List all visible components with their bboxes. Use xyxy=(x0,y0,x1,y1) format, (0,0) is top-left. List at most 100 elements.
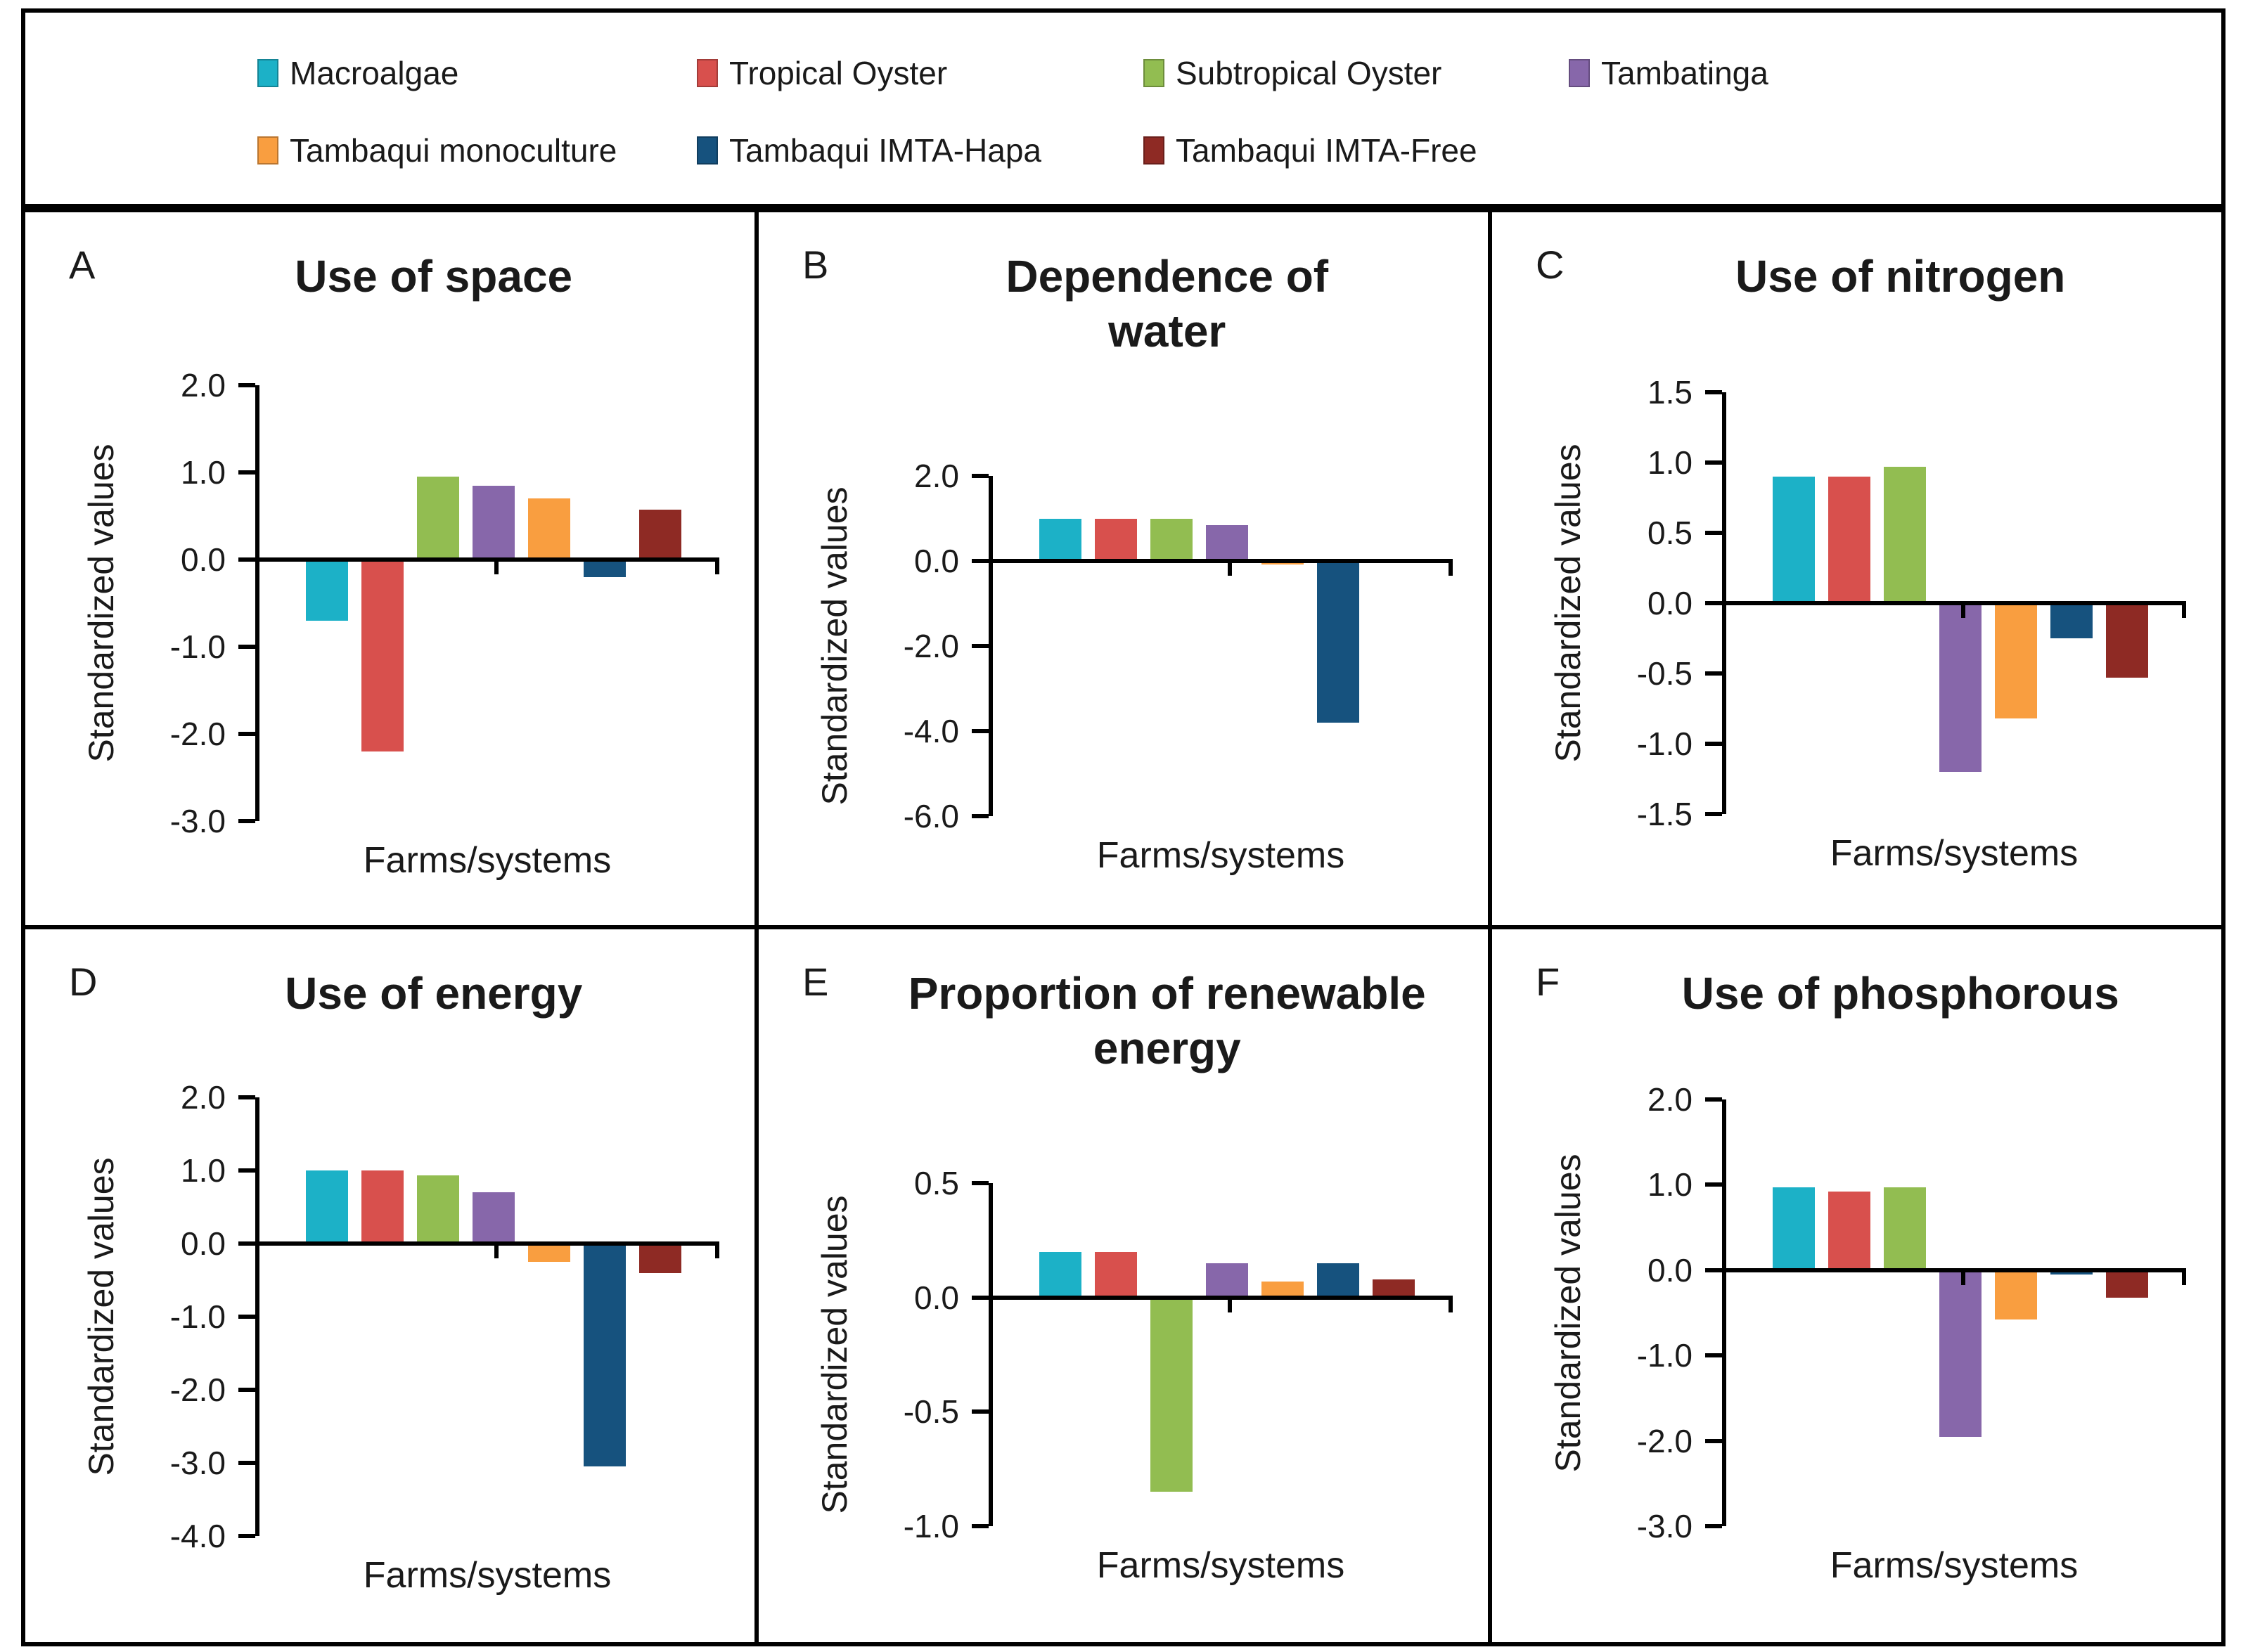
panel-letter: C xyxy=(1536,243,1565,287)
y-tick-label: -6.0 xyxy=(903,798,959,834)
panel-letter: D xyxy=(69,960,98,1004)
y-tick xyxy=(1705,671,1722,676)
bar-tambaqui-imta-hapa xyxy=(2050,603,2093,638)
bar-tropical-oyster xyxy=(361,1170,404,1244)
y-tick xyxy=(972,559,989,563)
bar-tambatinga xyxy=(473,1192,515,1244)
legend: Macroalgae Tropical Oyster Subtropical Oys… xyxy=(21,8,2225,208)
y-tick-label: -0.5 xyxy=(903,1393,959,1431)
y-tick-label: -3.0 xyxy=(169,1445,226,1481)
x-tick xyxy=(1228,559,1232,576)
y-tick xyxy=(1705,1267,1722,1272)
bar-tambatinga xyxy=(1939,603,1982,772)
y-tick-label: -3.0 xyxy=(169,803,226,839)
legend-label: Tambaqui IMTA-Hapa xyxy=(729,132,1041,169)
y-tick xyxy=(1705,1353,1722,1358)
legend-label: Macroalgae xyxy=(290,55,459,91)
bar-tambaqui-imta-hapa xyxy=(584,1244,626,1467)
x-axis-line xyxy=(993,559,1453,563)
panel-use-of-energy: D Use of energy Standardized values 2.0 1… xyxy=(25,929,754,1642)
legend-item-tambatinga: Tambatinga xyxy=(1569,53,1768,93)
y-tick xyxy=(1705,1182,1722,1187)
y-tick xyxy=(972,474,989,478)
legend-item-tambaqui-imta-free: Tambaqui IMTA-Free xyxy=(1143,131,1477,170)
y-tick xyxy=(238,1241,255,1246)
panel-title: Use of energy xyxy=(285,968,583,1019)
y-axis-label: Standardized values xyxy=(815,1195,854,1514)
bar-tambaqui-imta-hapa xyxy=(2050,1270,2093,1275)
y-tick-label: -1.0 xyxy=(169,1298,226,1335)
x-axis-label: Farms/systems xyxy=(363,840,612,881)
bar-tambatinga xyxy=(1939,1270,1982,1437)
bar-macroalgae xyxy=(1773,1187,1815,1270)
y-tick xyxy=(238,1534,255,1538)
y-tick-label: 1.5 xyxy=(1648,374,1693,411)
y-tick-label: -1.0 xyxy=(903,1508,959,1544)
bar-subtropical-oyster xyxy=(1884,1187,1926,1270)
x-axis-line xyxy=(1726,601,2186,605)
bar-tropical-oyster xyxy=(1095,1251,1137,1298)
y-tick-label: -1.5 xyxy=(1636,796,1693,832)
y-tick xyxy=(1705,531,1722,535)
x-tick xyxy=(1961,601,1965,618)
bar-macroalgae xyxy=(1039,518,1081,561)
y-tick-label: 0.5 xyxy=(1648,515,1693,551)
y-tick-label: 0.5 xyxy=(914,1165,959,1201)
panel-use-of-nitrogen: C Use of nitrogen Standardized values 1.… xyxy=(1492,212,2221,925)
y-tick-label: -2.0 xyxy=(903,628,959,664)
figure: Macroalgae Tropical Oyster Subtropical Oys… xyxy=(21,8,2225,1646)
bar-subtropical-oyster xyxy=(1150,518,1193,561)
plot-area: 2.0 1.0 0.0 -1.0 -2.0 -3.0 xyxy=(170,367,719,839)
y-tick xyxy=(972,729,989,733)
panel-letter: A xyxy=(69,243,96,287)
panel-proportion-renewable-energy: E Proportion of renewable energy Standar… xyxy=(759,929,1488,1642)
bar-tambaqui-monoculture xyxy=(528,1244,570,1262)
y-tick-label: -4.0 xyxy=(903,713,959,749)
bar-tambaqui-imta-free xyxy=(2106,1270,2148,1298)
x-axis-line xyxy=(993,1295,1453,1300)
y-tick xyxy=(972,644,989,648)
bar-tambaqui-imta-free xyxy=(1373,1279,1415,1298)
y-tick-label: 0.0 xyxy=(1648,585,1693,621)
bar-subtropical-oyster xyxy=(417,1175,459,1244)
y-tick-label: 0.0 xyxy=(914,1279,959,1316)
tambaqui-imta-free-swatch-icon xyxy=(1143,136,1164,164)
bar-tambaqui-imta-free xyxy=(639,510,681,560)
y-tick xyxy=(1705,742,1722,746)
legend-item-tambaqui-monoculture: Tambaqui monoculture xyxy=(257,131,617,170)
bar-tambaqui-monoculture xyxy=(1995,603,2037,718)
x-axis-line xyxy=(1726,1267,2186,1272)
y-axis-label: Standardized values xyxy=(82,444,121,763)
bar-tropical-oyster xyxy=(1095,518,1137,561)
legend-label: Tropical Oyster xyxy=(729,55,948,91)
y-tick xyxy=(238,383,255,387)
bar-subtropical-oyster xyxy=(1150,1297,1193,1492)
bar-tambatinga xyxy=(1206,524,1248,561)
tambaqui-monoculture-swatch-icon xyxy=(257,136,278,164)
panel-letter: F xyxy=(1536,960,1560,1004)
y-tick-label: -2.0 xyxy=(169,716,226,752)
x-axis-label: Farms/systems xyxy=(1830,1545,2079,1586)
tambaqui-imta-hapa-swatch-icon xyxy=(697,136,718,164)
legend-label: Tambatinga xyxy=(1601,55,1768,91)
legend-label: Tambaqui monoculture xyxy=(290,132,617,169)
legend-item-tropical-oyster: Tropical Oyster xyxy=(697,53,947,93)
y-tick xyxy=(972,1409,989,1414)
panel-title: Use of space xyxy=(295,251,573,302)
plot-area: 0.5 0.0 -0.5 -1.0 xyxy=(904,1165,1453,1544)
panel-title: Proportion of renewable energy xyxy=(908,968,1426,1074)
y-tick xyxy=(1705,460,1722,465)
panel-dependence-of-water: B Dependence of water Standardized value… xyxy=(759,212,1488,925)
y-tick-label: 2.0 xyxy=(181,367,226,404)
y-tick-label: -0.5 xyxy=(1636,655,1693,692)
legend-item-tambaqui-imta-hapa: Tambaqui IMTA-Hapa xyxy=(697,131,1041,170)
y-tick xyxy=(972,1295,989,1300)
panel-title: Use of nitrogen xyxy=(1735,251,2066,302)
subtropical-oyster-swatch-icon xyxy=(1143,59,1164,87)
panel-letter: E xyxy=(802,960,829,1004)
y-tick-label: -4.0 xyxy=(169,1518,226,1554)
panel-grid: A Use of space Standardized values 2.0 1.… xyxy=(21,208,2225,1646)
x-tick xyxy=(1449,559,1453,576)
plot-area: 2.0 1.0 0.0 -1.0 -2.0 -3.0 -4.0 xyxy=(170,1079,719,1554)
panel-title: Dependence of water xyxy=(1006,251,1329,357)
